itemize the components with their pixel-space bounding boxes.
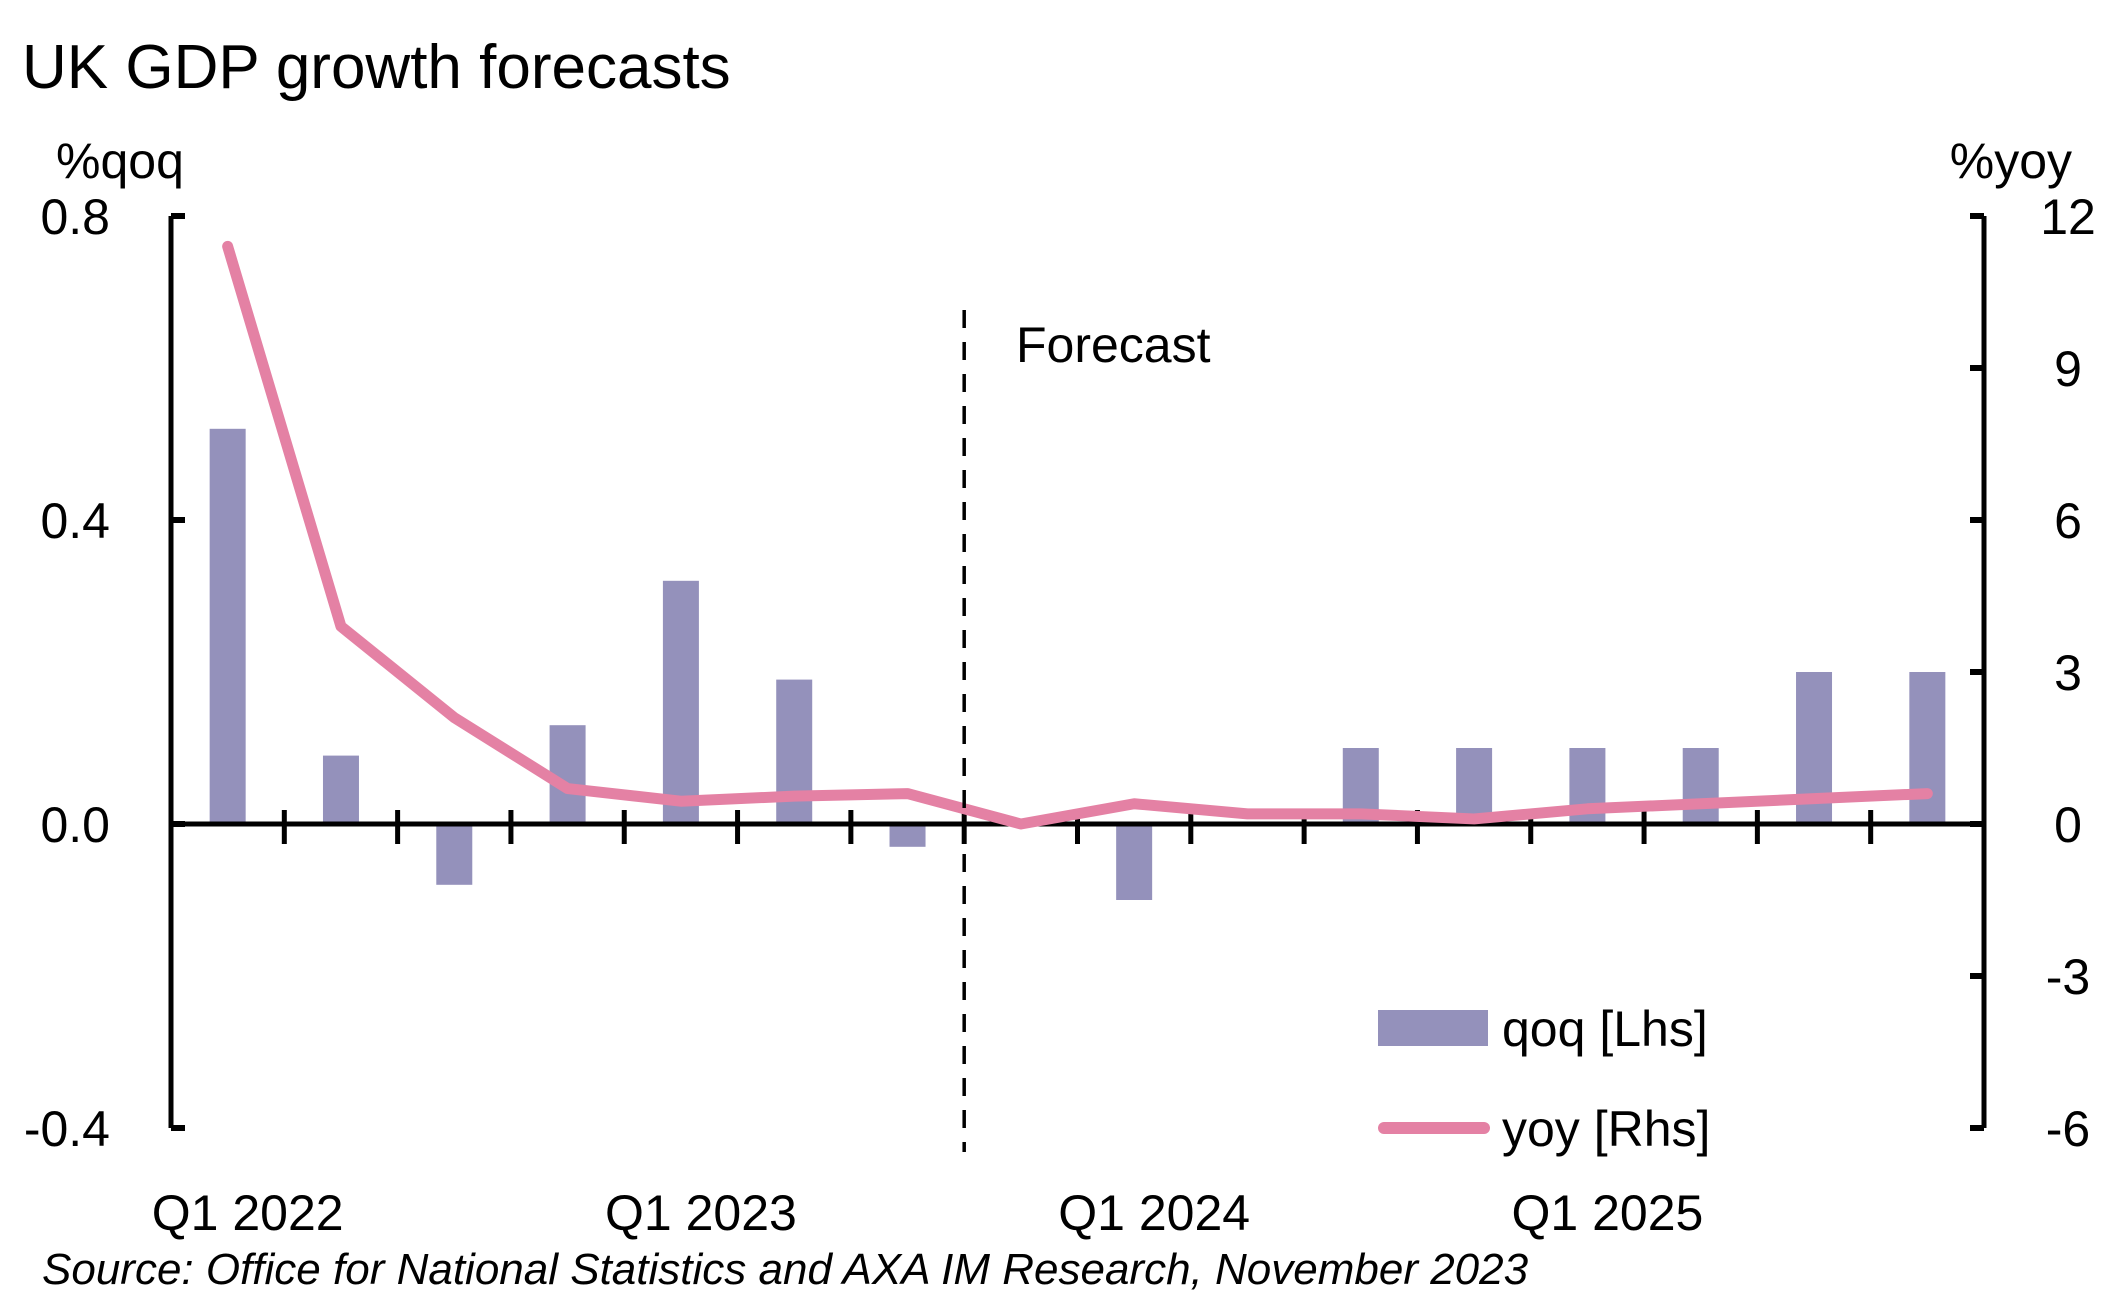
bar-q1-2023 <box>662 580 699 824</box>
forecast-annotation: Forecast <box>1016 317 1211 373</box>
x-tick-label: Q1 2022 <box>152 1185 344 1241</box>
right-tick-label: 0 <box>2054 797 2082 853</box>
right-tick-label: 12 <box>2040 189 2096 245</box>
line-series <box>222 240 1933 830</box>
chart-title: UK GDP growth forecasts <box>22 33 731 102</box>
bar-q3-2022 <box>436 824 473 885</box>
x-tick-label: Q1 2025 <box>1511 1185 1703 1241</box>
bar-q2-2022 <box>322 755 359 824</box>
bar-q1-2024 <box>1116 824 1153 900</box>
x-tick-label: Q1 2023 <box>605 1185 797 1241</box>
left-tick-label: 0.4 <box>40 493 110 549</box>
bar-q3-2023 <box>889 824 926 847</box>
right-tick-label: 6 <box>2054 493 2082 549</box>
bar-q4-2024 <box>1456 748 1493 824</box>
yoy-line <box>222 240 1933 830</box>
bar-q4-2025 <box>1909 672 1946 824</box>
axes <box>168 213 1987 1131</box>
right-axis-label: %yoy <box>1950 133 2072 189</box>
right-tick-label: -3 <box>2046 949 2090 1005</box>
source-note: Source: Office for National Statistics a… <box>42 1245 1529 1294</box>
legend-label-yoy: yoy [Rhs] <box>1502 1101 1710 1157</box>
left-tick-label: 0.8 <box>40 189 110 245</box>
bar-q2-2023 <box>776 679 813 824</box>
right-tick-label: 3 <box>2054 645 2082 701</box>
bar-series <box>209 428 1946 900</box>
x-tick-label: Q1 2024 <box>1058 1185 1250 1241</box>
left-axis-label: %qoq <box>56 133 184 189</box>
right-tick-label: 9 <box>2054 341 2082 397</box>
tick-labels: 0.8 0.4 0.0 -0.4 12 9 6 3 0 -3 -6 Q1 2022 Q1 2023 Q1 … <box>24 189 2096 1241</box>
legend-swatch-qoq <box>1378 1010 1488 1046</box>
left-tick-label: -0.4 <box>24 1101 110 1157</box>
bar-q1-2022 <box>209 428 246 824</box>
legend-label-qoq: qoq [Lhs] <box>1502 1001 1708 1057</box>
bar-q2-2025 <box>1682 748 1719 824</box>
legend: qoq [Lhs] yoy [Rhs] <box>1378 1001 1710 1157</box>
left-tick-label: 0.0 <box>40 797 110 853</box>
right-tick-label: -6 <box>2046 1101 2090 1157</box>
